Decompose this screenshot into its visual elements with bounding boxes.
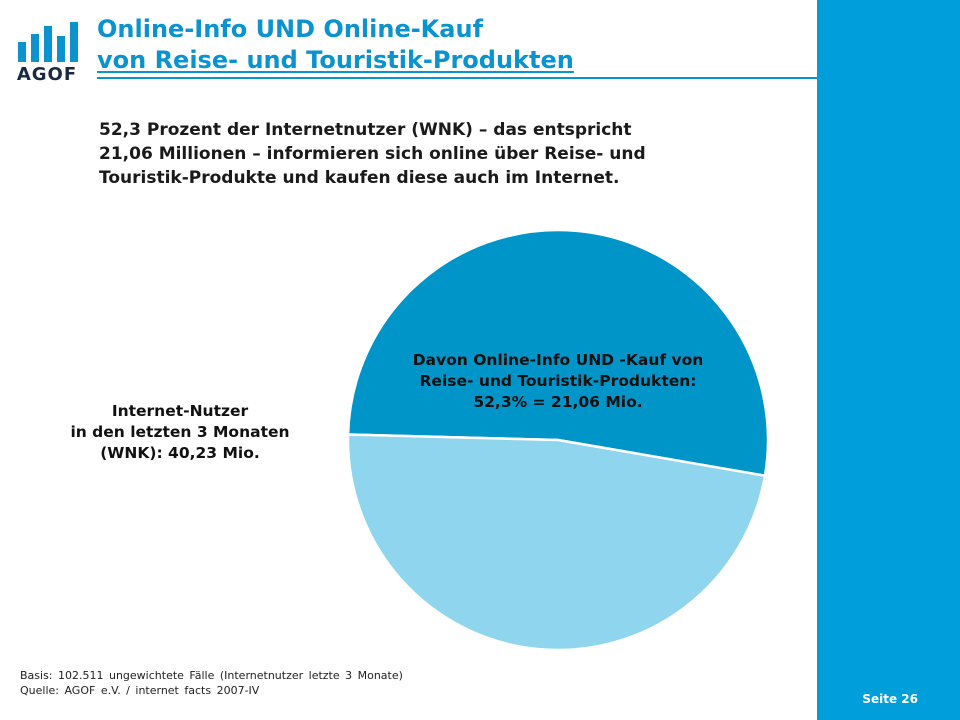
intro-line-3: Touristik-Produkte und kaufen diese auch… [99, 168, 620, 188]
title-divider [97, 77, 817, 79]
slice-label-internet-nutzer: Internet-Nutzer in den letzten 3 Monaten… [30, 401, 330, 464]
pie-slice-internet-nutzer [346, 433, 767, 652]
footnote: Basis: 102.511 ungewichtete Fälle (Inter… [20, 668, 403, 698]
agof-logo: AGOF [16, 22, 78, 88]
pie-chart [346, 228, 770, 652]
logo-text: AGOF [16, 64, 78, 85]
slice-label-line: Reise- und Touristik-Produkten: [419, 372, 697, 390]
slice-label-online-info-kauf: Davon Online-Info UND -Kauf von Reise- u… [368, 350, 748, 413]
pie-slice-online-info-kauf [346, 228, 770, 478]
basis-note: Basis: 102.511 ungewichtete Fälle (Inter… [20, 669, 403, 682]
intro-line-1: 52,3 Prozent der Internetnutzer (WNK) – … [99, 120, 632, 140]
slice-label-line: Davon Online-Info UND -Kauf von [412, 351, 704, 369]
page-title: Online-Info UND Online-Kauf von Reise- u… [97, 14, 817, 76]
intro-text: 52,3 Prozent der Internetnutzer (WNK) – … [99, 118, 799, 190]
right-side-band: Seite 26 [817, 0, 960, 720]
slice-label-line: Internet-Nutzer [111, 402, 249, 420]
title-line-1: Online-Info UND Online-Kauf [97, 15, 484, 43]
slice-label-line: in den letzten 3 Monaten [70, 423, 290, 441]
title-line-2: von Reise- und Touristik-Produkten [97, 46, 574, 74]
bar-chart-logo-icon [18, 22, 78, 62]
page-number: Seite 26 [862, 692, 918, 706]
slice-label-line: (WNK): 40,23 Mio. [100, 444, 260, 462]
intro-line-2: 21,06 Millionen – informieren sich onlin… [99, 144, 646, 164]
source-note: Quelle: AGOF e.V. / internet facts 2007-… [20, 684, 260, 697]
slice-label-line: 52,3% = 21,06 Mio. [473, 393, 643, 411]
